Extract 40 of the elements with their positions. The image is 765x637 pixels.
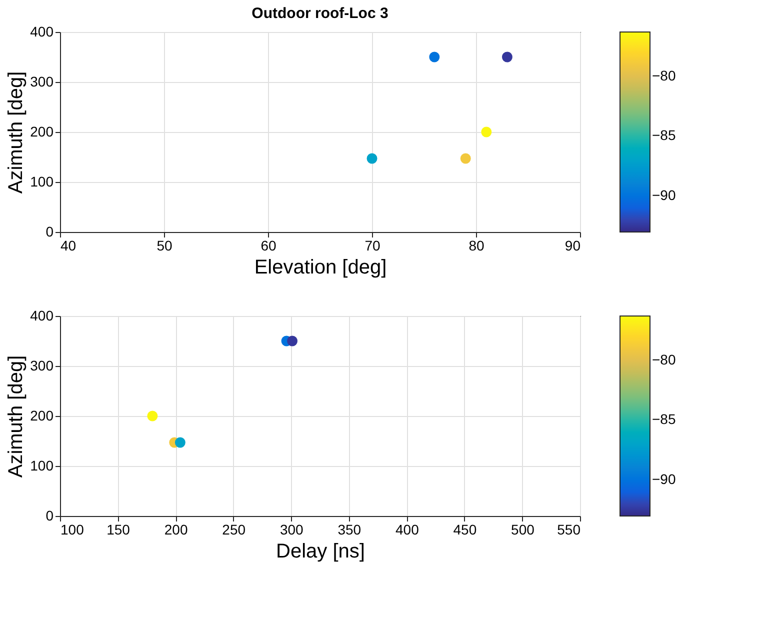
y-tick-label: 100 (30, 458, 54, 474)
y-tick-label: 100 (30, 174, 54, 190)
x-tick-label: 450 (453, 522, 477, 538)
y-tick-label: 300 (30, 74, 54, 90)
y-tick-label: 400 (30, 308, 54, 324)
x-tick-label: 90 (564, 238, 581, 254)
color-bar-label: −80 (652, 67, 676, 84)
x-axis-title: Elevation [deg] (254, 256, 387, 278)
x-tick-label: 300 (280, 522, 304, 538)
y-axis-title: Azimuth [deg] (5, 355, 28, 478)
point (174, 437, 186, 448)
x-tick-label: 250 (222, 522, 246, 538)
x-tick-label: 80 (468, 238, 484, 254)
x-tick-label: 400 (395, 522, 420, 538)
x-tick-label: 70 (364, 238, 380, 254)
y-tick-label: 300 (30, 358, 54, 374)
color-bar-label: −85 (652, 127, 676, 144)
color-bar-label: −90 (652, 471, 676, 488)
color-bar-label: −90 (652, 187, 676, 204)
x-tick-label: 550 (557, 522, 581, 538)
x-tick-label: 500 (511, 522, 535, 538)
y-tick-label: 200 (30, 408, 54, 424)
x-tick-label: 150 (106, 522, 130, 538)
x-axis-title: Delay [ns] (276, 540, 365, 562)
color-bar-label: −85 (652, 411, 676, 428)
y-tick-label: 0 (46, 508, 54, 524)
point (147, 410, 158, 422)
color-bar-label: −80 (652, 351, 676, 368)
y-tick-label: 0 (46, 224, 54, 240)
y-tick-label: 200 (30, 124, 54, 140)
x-tick-label: 50 (156, 238, 172, 254)
x-tick-label: 60 (260, 238, 276, 254)
y-tick-label: 400 (30, 24, 54, 40)
chart-title: Outdoor roof-Loc 3 (252, 5, 388, 22)
x-tick-label: 350 (338, 522, 362, 538)
point (287, 336, 298, 346)
x-tick-label: 200 (164, 522, 188, 538)
x-tick-label: 100 (60, 522, 84, 538)
x-tick-label: 40 (60, 238, 76, 254)
y-axis-title: Azimuth [deg] (5, 71, 28, 194)
